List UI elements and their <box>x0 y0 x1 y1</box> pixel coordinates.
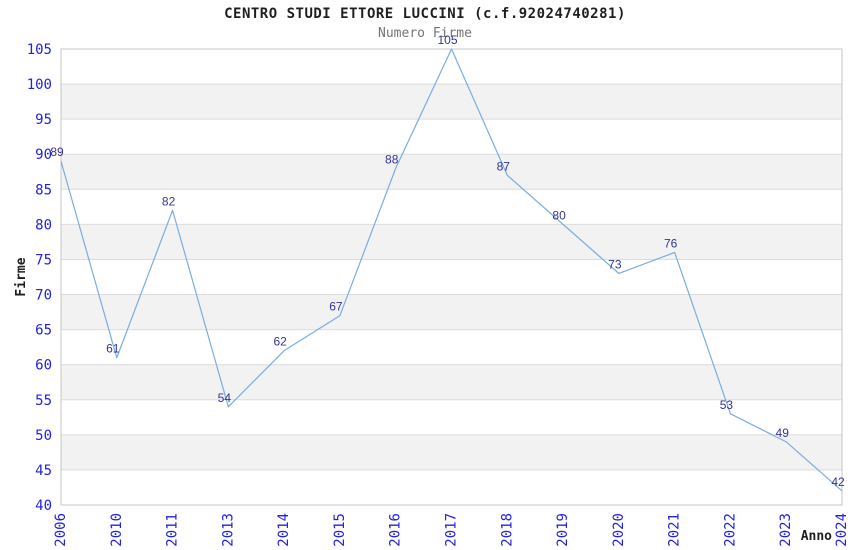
y-tick-label: 55 <box>35 393 52 409</box>
x-tick-label: 2017 <box>444 513 460 547</box>
x-tick-label: 2018 <box>499 513 515 547</box>
data-point-label: 54 <box>218 391 232 405</box>
data-line <box>60 48 843 492</box>
plot-band-gray <box>61 84 842 120</box>
x-tick-label: 2019 <box>555 513 571 547</box>
plot-band-gray <box>61 154 842 190</box>
y-tick-label: 60 <box>35 358 52 374</box>
x-tick-label: 2006 <box>53 513 69 547</box>
y-tick-label: 65 <box>35 323 52 339</box>
y-tick-label: 100 <box>27 77 52 93</box>
x-tick-label: 2021 <box>667 513 683 547</box>
data-point-label: 105 <box>437 33 457 47</box>
data-point-label: 89 <box>50 145 64 159</box>
x-tick-label: 2016 <box>388 513 404 547</box>
plot-band-gray <box>61 434 842 470</box>
data-point-label: 67 <box>329 300 343 314</box>
data-point-label: 53 <box>720 398 734 412</box>
y-tick-label: 70 <box>35 288 52 304</box>
x-tick-label: 2023 <box>778 513 794 547</box>
chart-title: CENTRO STUDI ETTORE LUCCINI (c.f.9202474… <box>224 6 626 22</box>
y-tick-label: 95 <box>35 112 52 128</box>
x-tick-label: 2022 <box>722 513 738 547</box>
plot-band-white <box>61 189 842 225</box>
data-point-label: 76 <box>664 236 678 250</box>
x-tick-label: 2013 <box>220 513 236 547</box>
plot-band-gray <box>61 224 842 260</box>
plot-band-white <box>61 119 842 155</box>
plot-band-gray <box>61 294 842 330</box>
data-point-label: 73 <box>608 257 622 271</box>
data-point-label: 42 <box>831 475 845 489</box>
x-tick-label: 2014 <box>276 513 292 547</box>
data-point-label: 61 <box>106 342 120 356</box>
y-tick-label: 40 <box>35 498 52 514</box>
x-tick-label: 2024 <box>834 513 850 547</box>
y-tick-label: 45 <box>35 463 52 479</box>
y-tick-label: 105 <box>27 42 52 58</box>
x-tick-label: 2010 <box>109 513 125 547</box>
data-point-label: 49 <box>776 426 790 440</box>
data-point-label: 82 <box>162 194 176 208</box>
chart-subtitle: Numero Firme <box>378 26 472 41</box>
plot-band-gray <box>61 364 842 400</box>
y-tick-label: 80 <box>35 217 52 233</box>
y-tick-label: 90 <box>35 147 52 163</box>
data-point-label: 62 <box>273 335 287 349</box>
plot-band-white <box>61 49 842 85</box>
plot-band-white <box>61 329 842 365</box>
x-tick-label: 2020 <box>611 513 627 547</box>
x-axis-title: Anno <box>801 529 832 544</box>
x-tick-label: 2015 <box>332 513 348 547</box>
y-tick-label: 50 <box>35 428 52 444</box>
plot-band-white <box>61 469 842 505</box>
y-tick-label: 85 <box>35 182 52 198</box>
y-tick-label: 75 <box>35 252 52 268</box>
y-axis-title: Firme <box>14 257 29 296</box>
data-point-label: 87 <box>497 159 511 173</box>
x-tick-label: 2011 <box>165 513 181 547</box>
data-point-label: 88 <box>385 152 399 166</box>
plot-band-white <box>61 259 842 295</box>
plot-band-white <box>61 399 842 435</box>
data-point-label: 80 <box>552 208 566 222</box>
